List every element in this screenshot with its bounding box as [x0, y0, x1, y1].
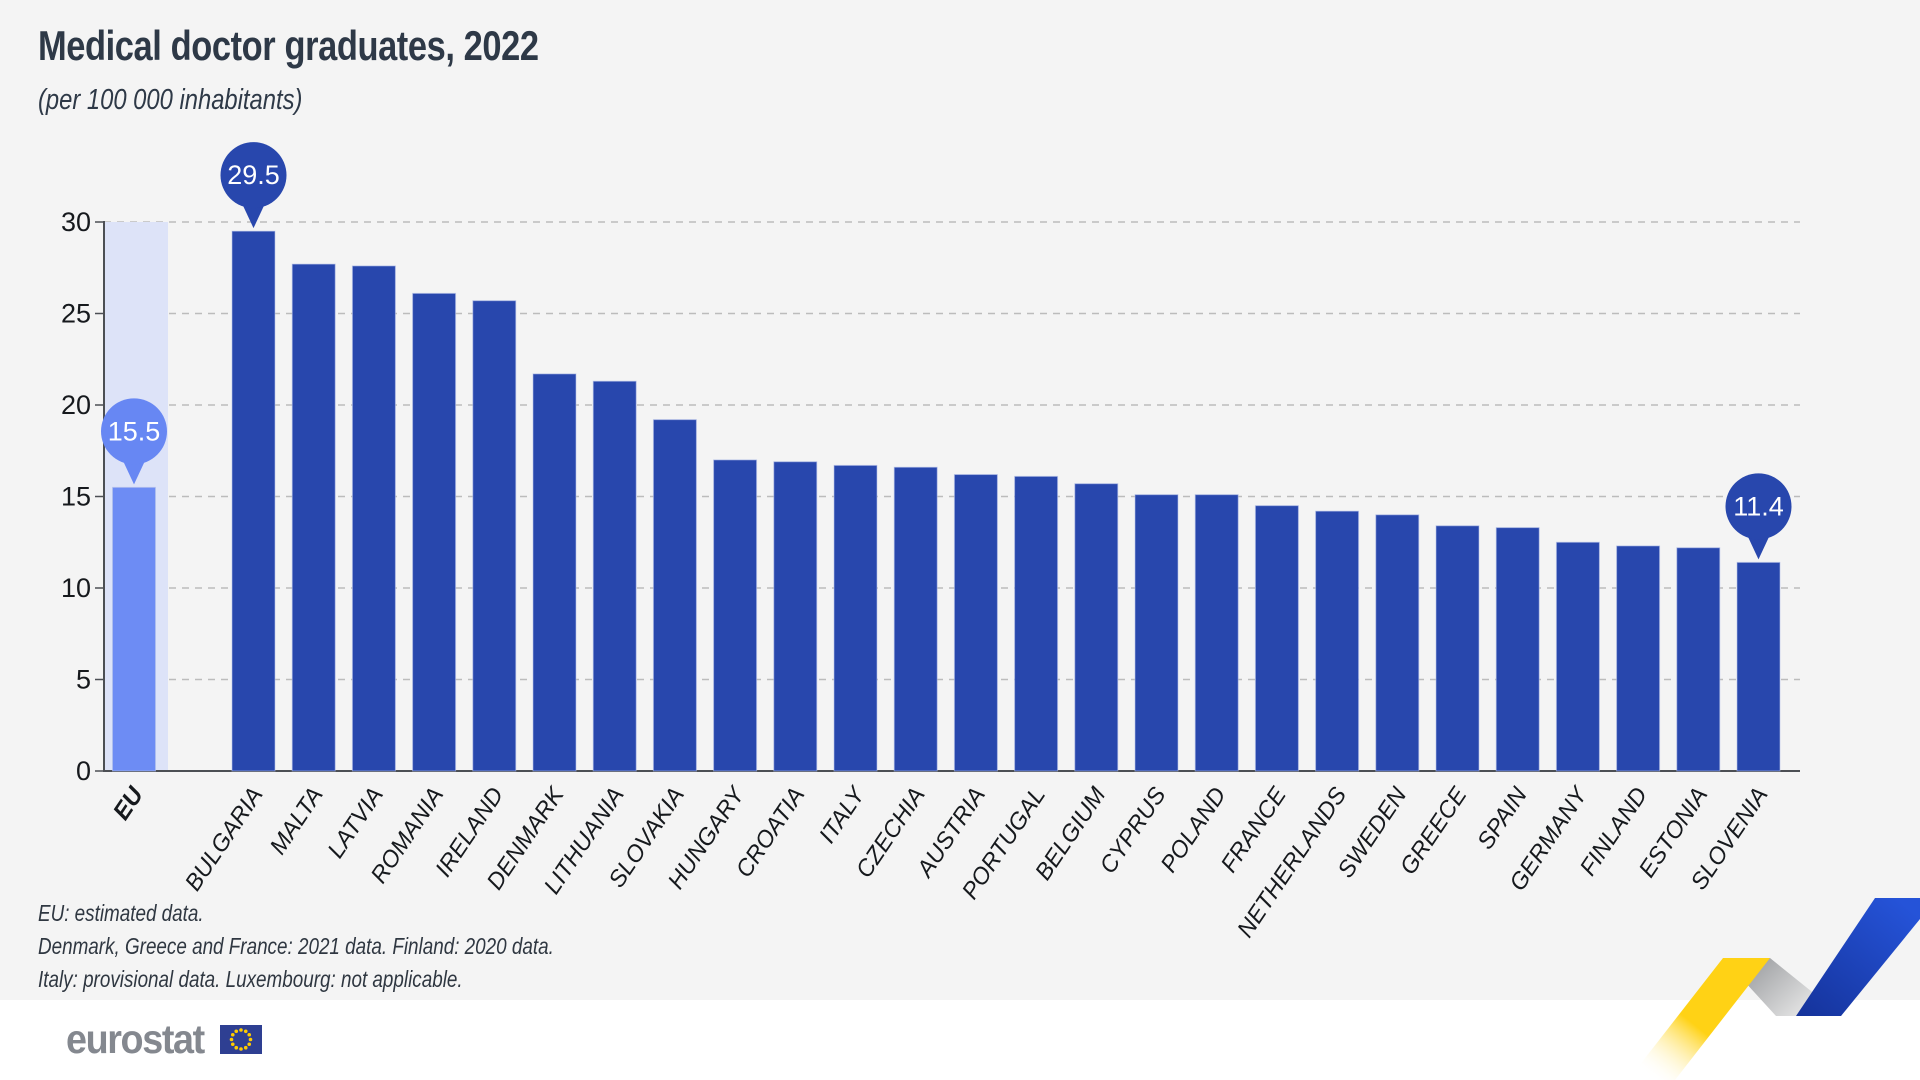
y-tick-label-0: 0	[76, 756, 91, 786]
callout-value: 29.5	[227, 160, 280, 190]
callout-value: 15.5	[108, 416, 161, 446]
footnotes: EU: estimated data. Denmark, Greece and …	[38, 897, 554, 996]
bar-eu	[112, 486, 156, 772]
callout-eu: 15.5	[101, 398, 167, 485]
chart-subtitle: (per 100 000 inhabitants)	[38, 84, 303, 116]
flag-star	[247, 1042, 251, 1047]
eurostat-logo: eurostat	[66, 1016, 262, 1063]
bar-lithuania	[592, 380, 637, 772]
callout-bubble	[1725, 473, 1792, 540]
flag-star	[234, 1029, 238, 1034]
flag-star	[238, 1047, 243, 1051]
bar-belgium	[1074, 483, 1119, 772]
callout-value: 11.4	[1733, 491, 1784, 521]
bar-estonia	[1676, 547, 1721, 772]
footnote-line: Italy: provisional data. Luxembourg: not…	[38, 966, 463, 992]
footnote-line: Denmark, Greece and France: 2021 data. F…	[38, 933, 554, 959]
flag-star	[248, 1037, 253, 1042]
bar-austria	[953, 474, 998, 772]
bar-sweden	[1375, 514, 1420, 772]
bar-croatia	[773, 461, 818, 772]
bar-bulgaria	[231, 230, 276, 772]
y-tick-label-5: 5	[76, 665, 91, 695]
bar-slovakia	[652, 419, 697, 772]
bar-finland	[1616, 545, 1661, 772]
ribbon-blue-segment	[1796, 898, 1920, 1016]
flag-star	[243, 1029, 248, 1034]
bar-netherlands	[1315, 510, 1360, 772]
callout-slovenia: 11.4	[1725, 473, 1792, 560]
bar-germany	[1555, 541, 1600, 772]
bar-hungary	[713, 459, 758, 772]
callout-bulgaria: 29.5	[220, 142, 287, 229]
bar-malta	[291, 263, 336, 772]
bar-romania	[412, 292, 457, 772]
y-tick-label-15: 15	[61, 482, 91, 512]
bar-denmark	[532, 373, 577, 772]
footer-strip	[0, 1000, 1920, 1080]
flag-star	[243, 1045, 248, 1050]
bar-greece	[1435, 525, 1480, 772]
flag-star	[230, 1042, 235, 1047]
ribbon-yellow-segment	[1628, 958, 1770, 1080]
y-tick-label-30: 30	[61, 207, 91, 237]
flag-star	[230, 1032, 235, 1037]
flag-star	[247, 1032, 251, 1037]
flag-star	[229, 1037, 234, 1042]
y-tick-label-25: 25	[61, 299, 91, 329]
footnote-line: EU: estimated data.	[38, 900, 204, 926]
bar-spain	[1495, 527, 1540, 772]
bar-cyprus	[1134, 494, 1179, 772]
eurostat-logo-text: eurostat	[66, 1016, 205, 1062]
bar-ireland	[472, 300, 517, 772]
bar-portugal	[1014, 475, 1059, 772]
eu-flag-icon	[219, 1025, 262, 1054]
chart-title: Medical doctor graduates, 2022	[38, 22, 539, 69]
y-tick-label-20: 20	[61, 390, 91, 420]
callout-bubble	[220, 142, 287, 209]
bar-poland	[1194, 494, 1239, 772]
bar-slovenia	[1736, 561, 1781, 772]
y-tick-label-10: 10	[61, 573, 91, 603]
flag-star	[238, 1028, 243, 1032]
bar-italy	[833, 464, 878, 772]
flag-star	[234, 1045, 238, 1050]
bar-czechia	[893, 466, 938, 772]
bar-france	[1254, 505, 1299, 772]
bar-latvia	[351, 265, 396, 772]
callout-bubble	[101, 398, 167, 465]
